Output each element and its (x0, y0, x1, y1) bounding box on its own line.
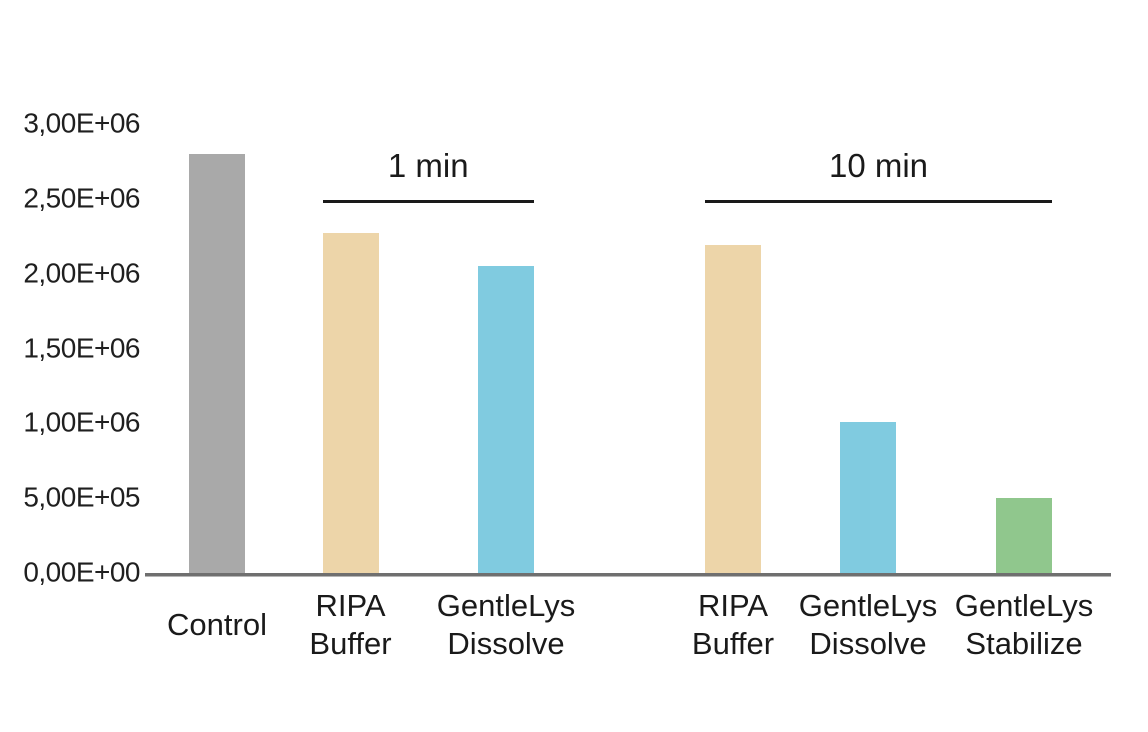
group-annotation-line-1-min (322, 200, 534, 203)
y-tick-label-1-00e-06: 1,00E+06 (23, 406, 140, 438)
y-tick-label-0-00e-00: 0,00E+00 (23, 556, 140, 588)
bar-1-ripa-buffer (322, 233, 379, 573)
bar-2-gentlelys-dissolve (478, 266, 534, 573)
group-annotation-label-1-min: 1 min (387, 147, 469, 184)
bar-3-ripa-buffer (705, 245, 761, 573)
category-label-5-gentlelys-stabilize: GentleLys Stabilize (954, 588, 1094, 661)
y-tick-label-2-00e-06: 2,00E+06 (23, 257, 140, 289)
bar-4-gentlelys-dissolve (840, 421, 896, 573)
group-annotation-line-10-min (705, 200, 1052, 203)
bar-5-gentlelys-stabilize (996, 498, 1052, 573)
category-label-0-control: Control (167, 607, 267, 642)
x-axis-line (145, 573, 1111, 577)
category-label-3-ripa-buffer: RIPA Buffer (691, 588, 775, 661)
bar-0-control (189, 153, 245, 573)
y-tick-label-2-50e-06: 2,50E+06 (23, 182, 140, 214)
category-label-1-ripa-buffer: RIPA Buffer (309, 588, 392, 661)
y-tick-label-1-50e-06: 1,50E+06 (23, 331, 140, 363)
category-label-4-gentlelys-dissolve: GentleLys Dissolve (798, 588, 938, 661)
y-tick-label-5-00e-05: 5,00E+05 (23, 481, 140, 513)
y-tick-label-3-00e-06: 3,00E+06 (23, 107, 140, 139)
category-label-2-gentlelys-dissolve: GentleLys Dissolve (436, 588, 576, 661)
group-annotation-label-10-min: 10 min (828, 147, 929, 184)
